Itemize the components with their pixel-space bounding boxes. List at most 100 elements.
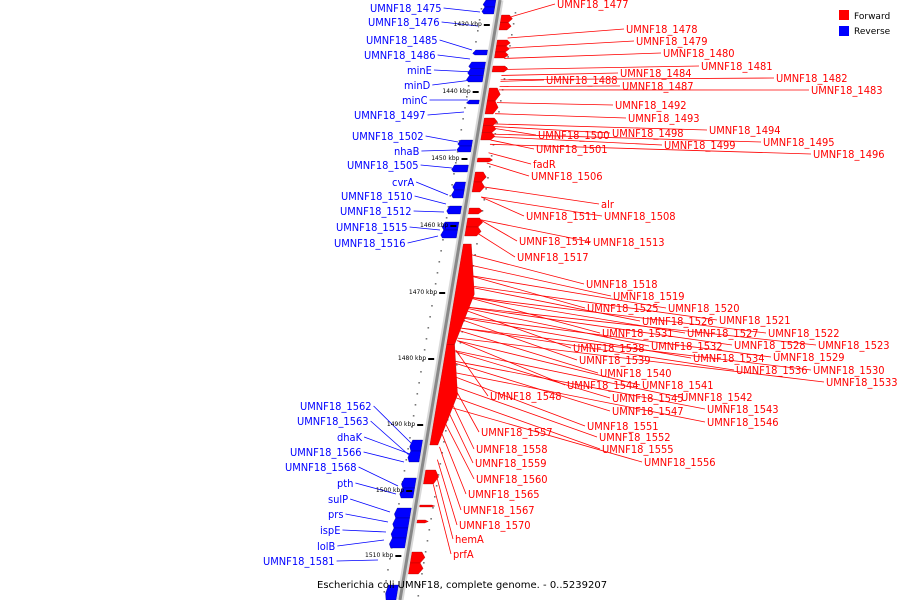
forward-leader-line — [489, 143, 812, 155]
axis-tick-mark — [472, 91, 479, 93]
reverse-leader-line — [363, 451, 405, 463]
forward-gene-label: UMNF18_1478 — [626, 23, 698, 36]
forward-leader-line — [468, 274, 586, 309]
reverse-gene-feature — [452, 181, 466, 191]
axis-dot — [498, 111, 500, 113]
forward-gene-feature — [419, 504, 436, 508]
forward-gene-label: UMNF18_1519 — [613, 290, 685, 303]
axis-dot — [474, 254, 476, 256]
axis-dot — [435, 485, 438, 487]
reverse-gene-feature — [394, 507, 412, 519]
reverse-gene-feature — [407, 450, 422, 463]
forward-gene-feature — [465, 217, 483, 228]
forward-gene-feature — [416, 519, 429, 524]
forward-leader-line — [486, 162, 530, 177]
forward-gene-label: UMNF18_1492 — [615, 99, 687, 112]
axis-dot — [464, 107, 466, 109]
axis-dot — [418, 382, 420, 384]
axis-tick-label: 1450 kbp — [431, 155, 459, 162]
reverse-gene-label: UMNF18_1515 — [336, 221, 408, 234]
reverse-leader-line — [407, 235, 439, 244]
forward-gene-label: UMNF18_1487 — [622, 80, 694, 93]
axis-dot — [431, 305, 433, 307]
forward-gene-label: UMNF18_1488 — [546, 74, 618, 87]
axis-dot — [485, 188, 487, 190]
forward-leader-line — [469, 264, 612, 297]
reverse-gene-feature — [440, 229, 458, 239]
axis-dot — [416, 393, 419, 395]
reverse-gene-label: prs — [328, 508, 344, 521]
forward-leader-line — [491, 133, 762, 143]
forward-leader-line — [505, 40, 635, 49]
forward-gene-label: UMNF18_1513 — [593, 236, 665, 249]
forward-gene-label: UMNF18_1558 — [476, 443, 548, 456]
forward-leader-line — [432, 484, 452, 555]
forward-gene-feature — [423, 469, 439, 485]
reverse-gene-label: sulP — [328, 493, 348, 506]
reverse-gene-feature — [451, 164, 469, 173]
axis-dot — [512, 23, 515, 25]
forward-gene-label: UMNF18_1538 — [573, 342, 645, 355]
reverse-gene-feature — [390, 527, 409, 539]
forward-gene-feature — [491, 65, 509, 73]
axis-dot — [437, 474, 440, 476]
forward-gene-label: UMNF18_1514 — [519, 235, 591, 248]
forward-leader-line — [502, 65, 700, 70]
axis-dot — [419, 584, 421, 586]
reverse-gene-feature — [385, 584, 399, 600]
forward-leader-line — [493, 123, 708, 131]
forward-gene-label: UMNF18_1546 — [707, 416, 779, 429]
axis-dot — [449, 195, 452, 197]
forward-gene-label: UMNF18_1484 — [620, 67, 692, 80]
forward-leader-line — [439, 446, 462, 511]
axis-dot — [428, 529, 431, 531]
forward-leader-line — [507, 28, 625, 39]
forward-gene-feature — [446, 243, 475, 345]
reverse-gene-label: UMNF18_1562 — [300, 400, 372, 413]
forward-leader-line — [468, 274, 667, 309]
axis-dot — [442, 239, 444, 241]
reverse-leader-line — [342, 529, 387, 533]
reverse-leader-line — [443, 7, 481, 13]
forward-gene-label: UMNF18_1521 — [719, 314, 791, 327]
axis-dot — [500, 100, 502, 102]
axis-dot — [476, 243, 478, 245]
forward-gene-label: UMNF18_1526 — [642, 315, 714, 328]
axis-tick-label: 1440 kbp — [442, 88, 470, 95]
forward-gene-label: UMNF18_1508 — [604, 210, 676, 223]
forward-leader-line — [466, 285, 641, 322]
reverse-gene-feature — [468, 61, 486, 69]
gene-features — [385, 0, 513, 600]
forward-gene-label: UMNF18_1556 — [644, 456, 716, 469]
forward-gene-label: UMNF18_1517 — [517, 251, 589, 264]
forward-leader-line — [464, 296, 601, 334]
forward-leader-line — [462, 307, 650, 347]
reverse-gene-feature — [456, 145, 472, 153]
forward-leader-line — [462, 308, 572, 349]
reverse-gene-label: lolB — [317, 540, 336, 553]
forward-gene-feature — [498, 22, 512, 31]
forward-gene-label: UMNF18_1560 — [476, 473, 548, 486]
reverse-leader-line — [373, 405, 413, 445]
axis-ticks: 1430 kbp 1440 kbp 1450 kbp 1460 kbp 1470 kbp… — [365, 21, 490, 559]
reverse-gene-label: pth — [337, 477, 353, 490]
forward-leader-line — [446, 405, 643, 463]
axis-dot — [480, 8, 483, 10]
forward-leader-line — [448, 394, 601, 450]
axis-dot — [466, 96, 468, 98]
axis-dot — [489, 166, 491, 168]
axis-tick-label: 1490 kbp — [387, 421, 415, 428]
forward-leader-line — [449, 384, 598, 438]
forward-leader-line — [455, 349, 489, 397]
reverse-gene-label: cvrA — [392, 176, 414, 189]
reverse-leader-line — [415, 181, 449, 196]
forward-gene-label: hemA — [455, 533, 484, 546]
reverse-leader-line — [420, 164, 453, 169]
forward-gene-label: UMNF18_1565 — [468, 488, 540, 501]
forward-gene-label: UMNF18_1547 — [612, 405, 684, 418]
forward-leader-line — [459, 327, 812, 371]
forward-leader-line — [500, 77, 775, 81]
axis-tick-mark — [428, 358, 435, 360]
